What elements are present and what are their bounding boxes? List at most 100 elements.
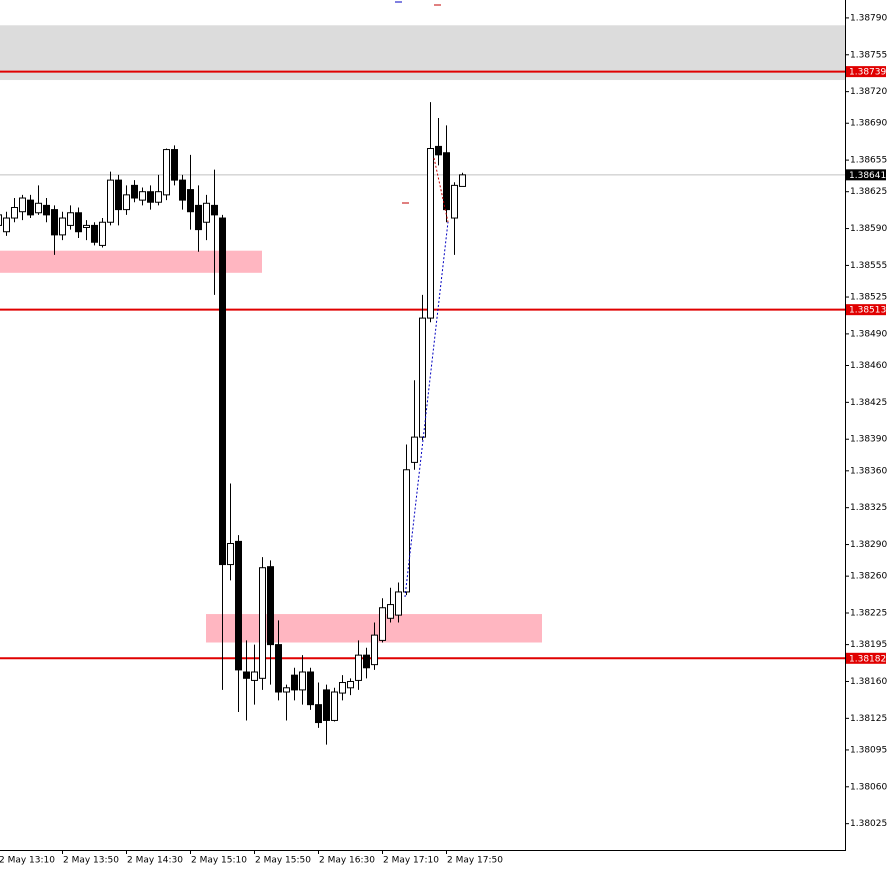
y-tick-label: 1.38525: [850, 293, 887, 303]
candle-body: [395, 591, 402, 616]
trade-line: [404, 221, 449, 598]
candle-body: [427, 148, 434, 319]
candle-body: [59, 217, 66, 236]
price-label: 1.38513: [849, 306, 886, 316]
y-tick-label: 1.38290: [850, 540, 887, 550]
candle-body: [371, 634, 378, 666]
zone: [0, 250, 262, 273]
y-tick-label: 1.38460: [850, 361, 887, 371]
candle-body: [379, 607, 386, 641]
candle-body: [267, 566, 274, 646]
x-tick-label: 2 May 16:30: [319, 856, 375, 866]
y-tick-label: 1.38095: [850, 745, 887, 755]
candle-body: [51, 209, 58, 236]
candle-body: [99, 221, 106, 246]
candle-body: [451, 184, 458, 219]
y-tick-label: 1.38590: [850, 224, 887, 234]
candle-body: [19, 197, 26, 213]
y-tick-label: 1.38325: [850, 503, 887, 513]
candle-body: [243, 671, 250, 679]
candle-body: [219, 217, 226, 566]
y-tick-label: 1.38690: [850, 119, 887, 129]
candle-body: [171, 149, 178, 181]
candle-body: [27, 199, 34, 216]
candle-body: [3, 217, 10, 233]
x-tick-label: 2 May 17:50: [447, 856, 503, 866]
candle-body: [355, 654, 362, 681]
y-tick-label: 1.38060: [850, 782, 887, 792]
candle-body: [227, 542, 234, 566]
y-tick-label: 1.38425: [850, 398, 887, 408]
price-label-box: [846, 652, 886, 664]
price-label-box: [846, 66, 886, 78]
candle-body: [315, 704, 322, 724]
y-tick-label: 1.38125: [850, 714, 887, 724]
candle-body: [323, 689, 330, 721]
candle-body: [443, 152, 450, 211]
candles: [0, 102, 466, 745]
candle-body: [139, 191, 146, 201]
y-tick-label: 1.38625: [850, 187, 887, 197]
price-axis-bg: [845, 0, 889, 871]
x-tick-label: 2 May 17:10: [383, 856, 439, 866]
x-tick-label: 2 May 13:50: [63, 856, 119, 866]
price-label-box: [846, 169, 886, 181]
candle-body: [0, 214, 2, 226]
axes: 1.38790 1.38755 1.38720 1.38690 1.38655 1.386…: [0, 13, 887, 865]
candle-body: [235, 540, 242, 671]
candle-body: [419, 317, 426, 438]
candle-body: [339, 682, 346, 694]
y-tick-label: 1.38655: [850, 156, 887, 166]
candle-body: [459, 174, 466, 187]
y-tick-label: 1.38490: [850, 329, 887, 339]
candle-body: [11, 206, 18, 219]
candle-body: [147, 191, 154, 203]
candle-body: [91, 224, 98, 243]
x-tick-label: 2 May 14:30: [127, 856, 183, 866]
y-tick-label: 1.38195: [850, 640, 887, 650]
candle-body: [67, 212, 74, 226]
candle-body: [411, 436, 418, 463]
candle-body: [299, 671, 306, 691]
price-label: 1.38641: [849, 171, 886, 181]
y-tick-label: 1.38720: [850, 87, 887, 97]
candle-body: [187, 189, 194, 213]
price-label: 1.38739: [849, 68, 886, 78]
candle-body: [115, 179, 122, 211]
candle-body: [131, 184, 138, 199]
candle-body: [163, 149, 170, 196]
y-tick-label: 1.38390: [850, 435, 887, 445]
candle-body: [203, 202, 210, 223]
y-tick-label: 1.38755: [850, 50, 887, 60]
candle-body: [107, 179, 114, 223]
y-tick-label: 1.38025: [850, 819, 887, 829]
x-tick-label: 2 May 13:10: [0, 856, 55, 866]
candle-body: [259, 567, 266, 679]
candle-body: [179, 179, 186, 201]
candle-body: [155, 191, 162, 203]
y-tick-label: 1.38160: [850, 677, 887, 687]
candle-body: [83, 224, 90, 229]
candle-body: [331, 691, 338, 721]
price-label-box: [846, 304, 886, 316]
candle-body: [123, 194, 130, 211]
y-tick-label: 1.38260: [850, 572, 887, 582]
trade-line: [433, 157, 449, 223]
candle-body: [307, 671, 314, 706]
candle-body: [195, 204, 202, 231]
candle-body: [43, 204, 50, 216]
y-tick-label: 1.38360: [850, 466, 887, 476]
y-tick-label: 1.38225: [850, 609, 887, 619]
candle-body: [35, 202, 42, 214]
candle-body: [347, 680, 354, 689]
x-tick-label: 2 May 15:10: [191, 856, 247, 866]
candle-body: [211, 204, 218, 216]
candle-body: [435, 145, 442, 156]
candle-body: [251, 671, 258, 681]
y-tick-label: 1.38555: [850, 261, 887, 271]
candle-body: [387, 604, 394, 619]
candle-body: [403, 469, 410, 593]
candle-body: [275, 644, 282, 693]
candle-body: [363, 654, 370, 669]
